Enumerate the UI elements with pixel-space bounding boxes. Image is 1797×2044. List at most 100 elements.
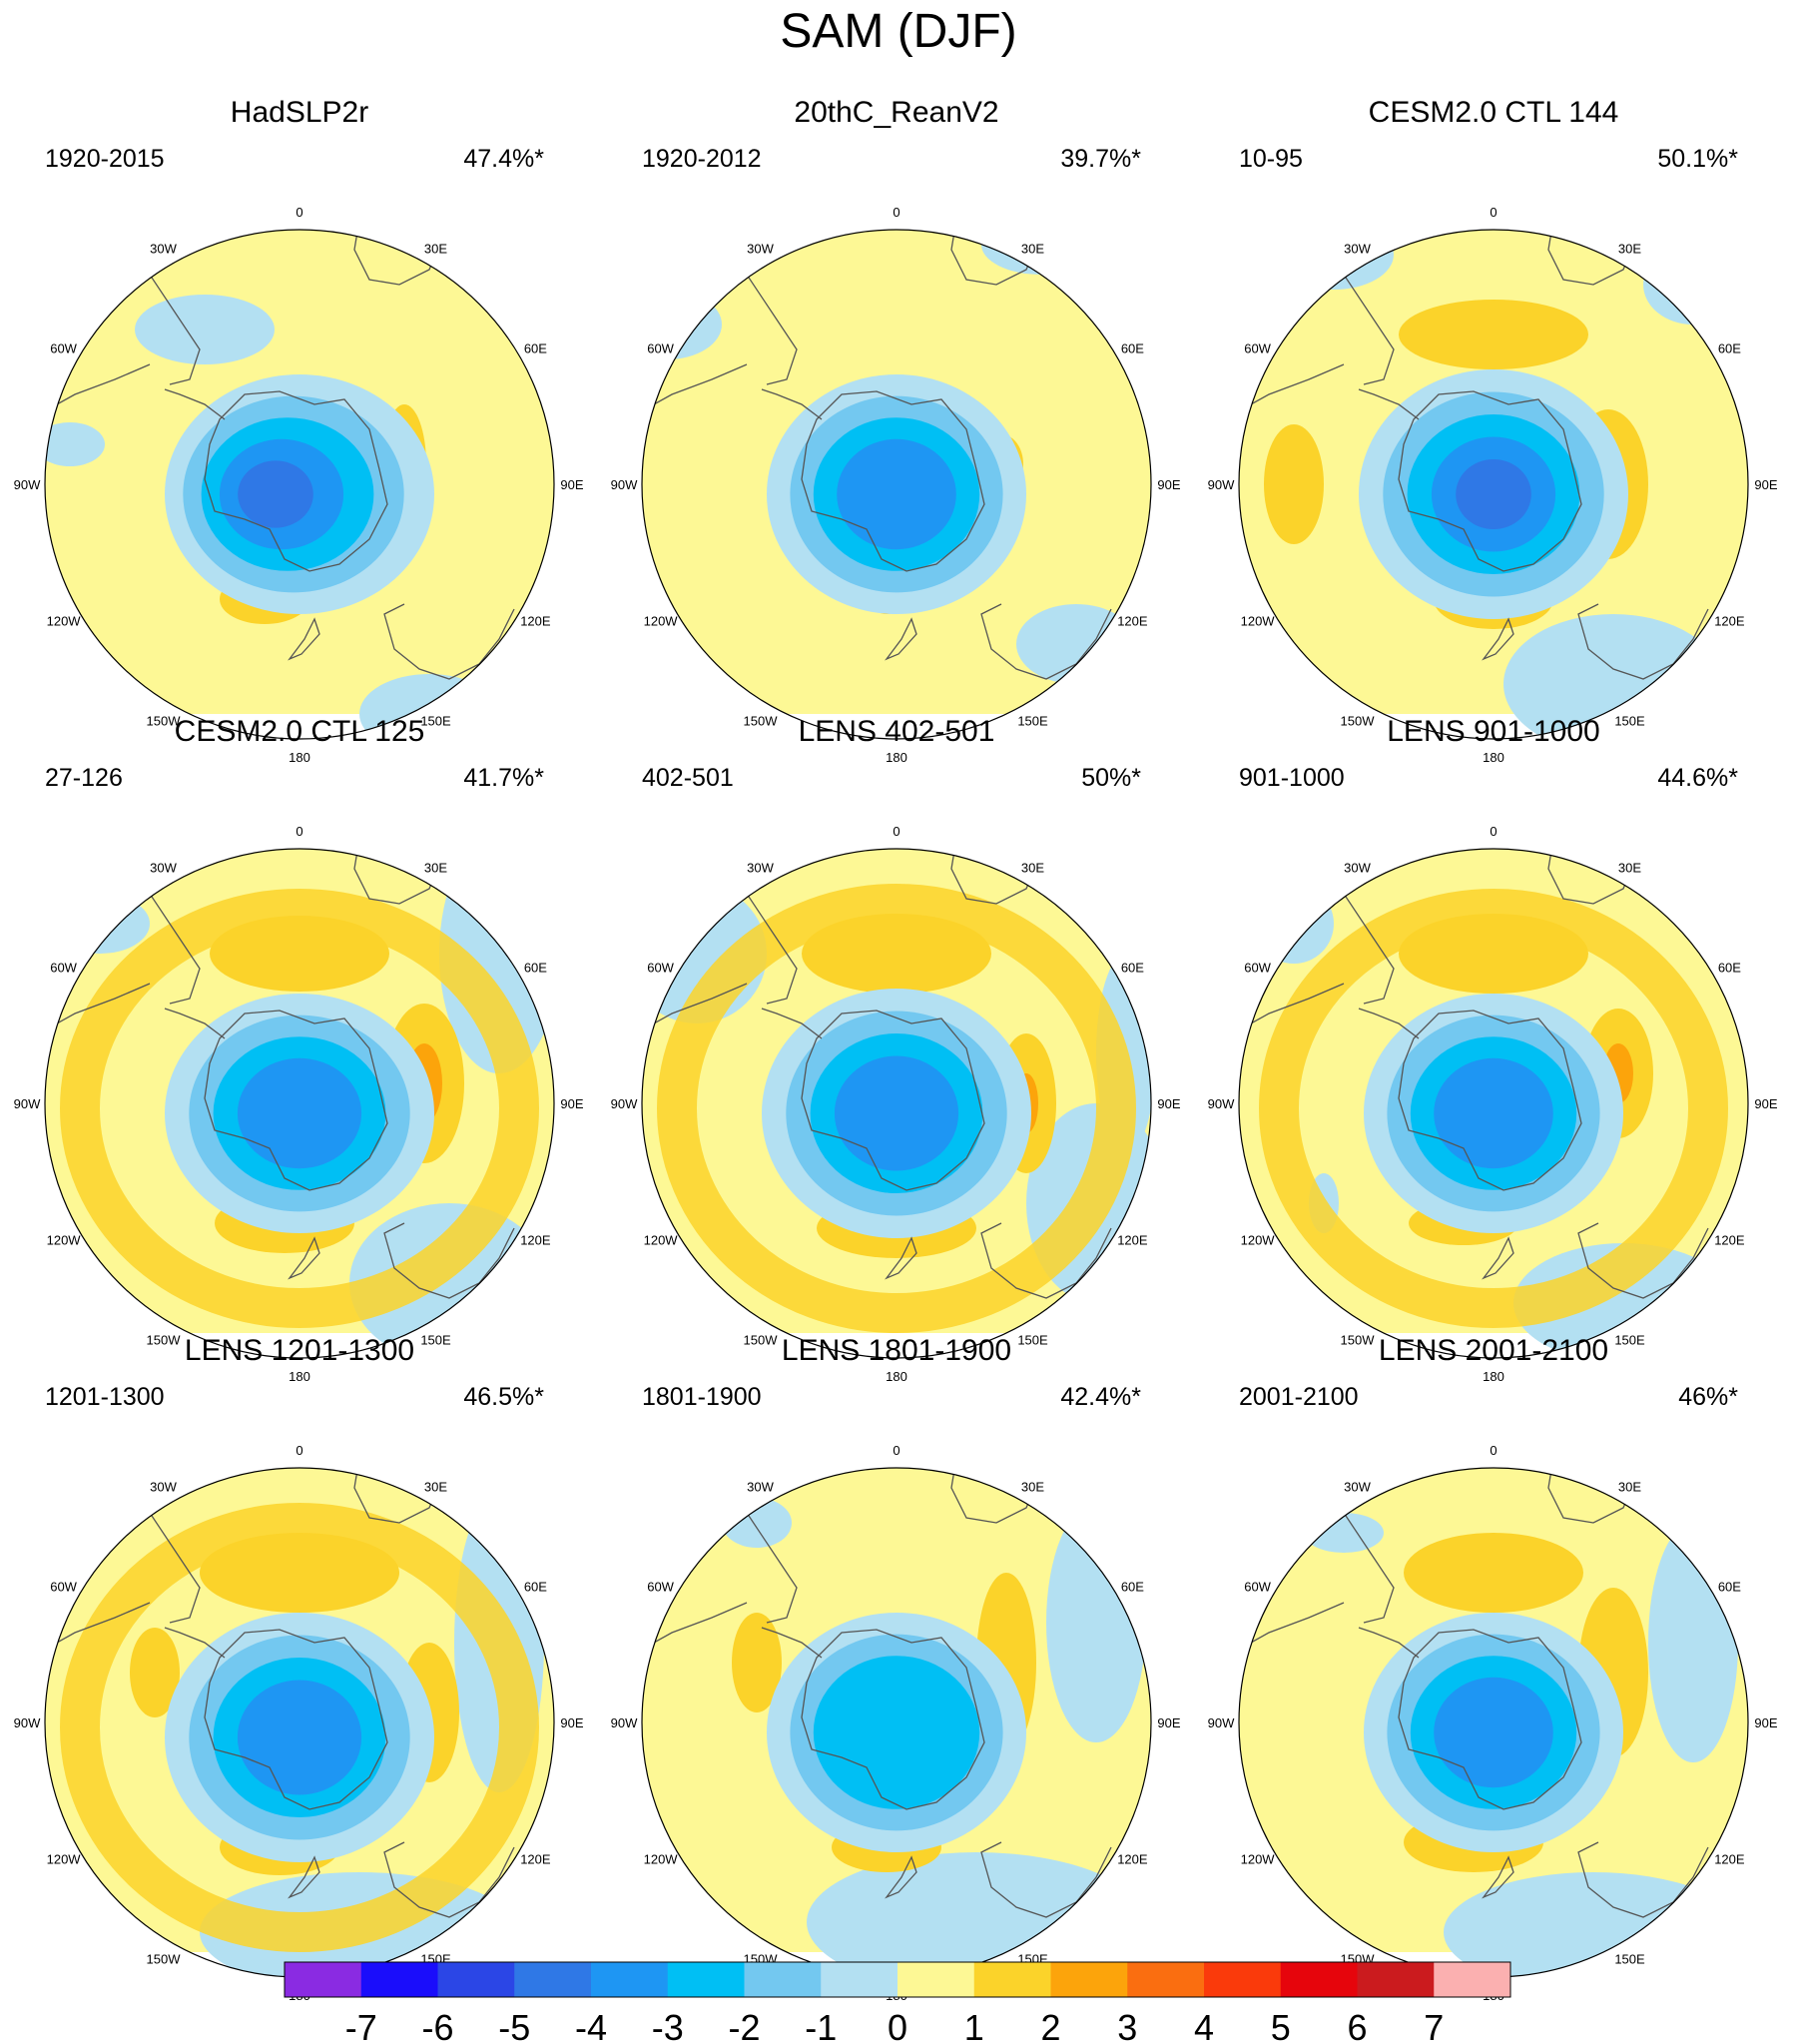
panel-title: LENS 1801-1900	[781, 1334, 1012, 1367]
colorbar-segment	[973, 1962, 1051, 1997]
longitude-label: 30W	[150, 1480, 177, 1495]
colorbar-segment	[744, 1962, 822, 1997]
colorbar-tick-label: -5	[498, 2007, 530, 2044]
longitude-label: 30E	[1021, 242, 1044, 257]
panel-title: LENS 901-1000	[1387, 715, 1600, 748]
panel-title: HadSLP2r	[230, 96, 369, 129]
negative-anomaly-region	[1304, 1513, 1384, 1553]
coastline	[288, 617, 320, 661]
colorbar-segment	[437, 1962, 515, 1997]
longitude-label: 120W	[1241, 1852, 1276, 1867]
panel-period: 1920-2015	[45, 145, 165, 173]
longitude-label: 90E	[1754, 1715, 1777, 1730]
colorbar-segment	[1204, 1962, 1282, 1997]
colorbar-tick-label: -2	[728, 2007, 760, 2044]
longitude-label: 150E	[1017, 1332, 1048, 1347]
longitude-label: 90E	[1157, 477, 1180, 492]
coastline	[761, 1008, 823, 1039]
colorbar-tick-label: -6	[421, 2007, 453, 2044]
coastline	[885, 1236, 917, 1280]
coastline	[1577, 1222, 1709, 1299]
coastline	[885, 1855, 917, 1899]
longitude-label: 150W	[1341, 713, 1376, 728]
longitude-label: 30E	[424, 1480, 447, 1495]
longitude-label: 150E	[1614, 1951, 1645, 1966]
longitude-label: 90E	[1157, 1715, 1180, 1730]
longitude-label: 60E	[524, 341, 547, 356]
negative-anomaly-region	[135, 295, 275, 364]
panel-variance-percent: 46%*	[1678, 1383, 1738, 1411]
longitude-label: 90W	[611, 477, 638, 492]
longitude-label: 120W	[1241, 614, 1276, 629]
longitude-label: 30W	[1344, 861, 1371, 876]
longitude-label: 90W	[1208, 1096, 1235, 1111]
coastline	[1045, 239, 1102, 266]
longitude-label: 120E	[520, 1852, 551, 1867]
coastline	[204, 1629, 388, 1810]
longitude-label: 150E	[420, 713, 451, 728]
map-boundary	[641, 229, 1152, 740]
longitude-label: 120E	[520, 614, 551, 629]
coastline	[204, 390, 388, 572]
coastline	[980, 603, 1112, 680]
panel-period: 10-95	[1239, 145, 1303, 173]
longitude-label: 90W	[1208, 477, 1235, 492]
colorbar-frame	[284, 1961, 1511, 1998]
coastline	[448, 239, 505, 266]
coastline	[980, 1841, 1112, 1918]
map-panel: LENS 1801-1900 1801-1900 42.4%* 0 30E 60E 90E 1…	[597, 1333, 1196, 2003]
longitude-label: 120W	[47, 614, 82, 629]
longitude-label: 90W	[1208, 1715, 1235, 1730]
map-boundary	[1238, 229, 1749, 740]
longitude-label: 30W	[747, 1480, 774, 1495]
longitude-label: 120E	[1714, 1233, 1745, 1248]
longitude-label: 30E	[1618, 861, 1641, 876]
colorbar-segment	[1434, 1962, 1511, 1997]
longitude-label: 90W	[611, 1715, 638, 1730]
longitude-label: 60W	[647, 341, 674, 356]
negative-anomaly-contour	[813, 1656, 980, 1809]
longitude-label: 90E	[560, 477, 583, 492]
coastline	[801, 1629, 985, 1810]
longitude-label: 120E	[520, 1233, 551, 1248]
longitude-label: 60E	[1121, 341, 1144, 356]
longitude-label: 150W	[147, 713, 182, 728]
colorbar-tick-label: -7	[345, 2007, 377, 2044]
longitude-label: 60W	[50, 341, 77, 356]
colorbar-tick-label: -3	[652, 2007, 684, 2044]
map-panel: 20thC_ReanV2 1920-2012 39.7%* 0 30E 60E 90E 120…	[597, 95, 1196, 765]
longitude-label: 60W	[1244, 961, 1271, 976]
panel-title: LENS 1201-1300	[184, 1334, 415, 1367]
panel-title: CESM2.0 CTL 144	[1368, 96, 1619, 129]
longitude-label: 90W	[611, 1096, 638, 1111]
panel-period: 402-501	[642, 764, 734, 792]
positive-anomaly-ring	[1259, 889, 1728, 1328]
longitude-label: 90W	[14, 1715, 41, 1730]
longitude-label: 90W	[14, 1096, 41, 1111]
colorbar-tick-label: 4	[1194, 2007, 1214, 2044]
negative-anomaly-region	[1648, 1523, 1738, 1762]
colorbar-tick-label: 3	[1117, 2007, 1137, 2044]
longitude-label: 0	[893, 824, 899, 839]
negative-anomaly-contour	[237, 1680, 362, 1795]
longitude-label: 60E	[524, 961, 547, 976]
coastline	[761, 1627, 823, 1659]
longitude-label: 30W	[150, 242, 177, 257]
positive-anomaly-ring	[60, 889, 539, 1328]
negative-anomaly-contour	[238, 460, 313, 528]
negative-anomaly-contour	[1434, 1057, 1553, 1169]
colorbar-tick-label: -4	[575, 2007, 607, 2044]
map-panel: LENS 2001-2100 2001-2100 46%* 0 30E 60E 90E 120…	[1194, 1333, 1793, 2003]
longitude-label: 120E	[1117, 1852, 1148, 1867]
coastline	[1577, 1841, 1709, 1918]
colorbar-tick-label: 7	[1424, 2007, 1444, 2044]
longitude-label: 30W	[1344, 242, 1371, 257]
positive-anomaly-region	[802, 914, 991, 994]
coastline	[1398, 1629, 1582, 1810]
panel-variance-percent: 47.4%*	[463, 145, 544, 173]
longitude-label: 90E	[1754, 477, 1777, 492]
